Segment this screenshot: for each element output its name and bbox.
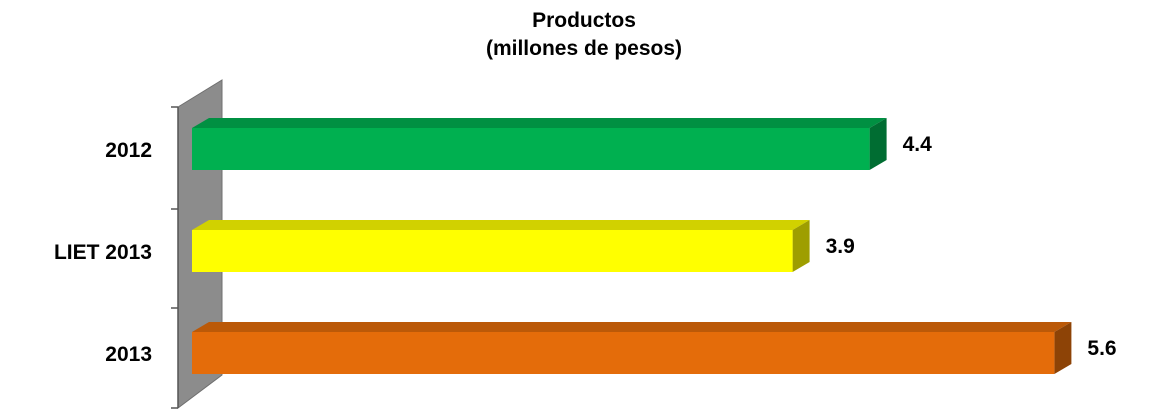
category-label: LIET 2013 bbox=[54, 241, 152, 264]
bar-front-face bbox=[192, 128, 870, 170]
labels: 2012 4.4 LIET 2013 3.9 2013 5.6 bbox=[54, 133, 1117, 366]
bar-side-face bbox=[869, 118, 887, 170]
chart-title: Productos bbox=[532, 9, 636, 32]
data-label: 3.9 bbox=[826, 235, 855, 258]
bar-side-face bbox=[1054, 322, 1072, 374]
bar-top-face bbox=[192, 118, 887, 128]
bar-front-face bbox=[192, 230, 793, 272]
axis-ticks bbox=[171, 106, 178, 409]
chart-subtitle: (millones de pesos) bbox=[486, 37, 682, 60]
bar-side-face bbox=[792, 220, 810, 272]
bar-liet-2013 bbox=[192, 220, 810, 272]
bar-top-face bbox=[192, 220, 810, 230]
bar-top-face bbox=[192, 322, 1072, 332]
category-label: 2013 bbox=[105, 343, 152, 366]
bar-front-face bbox=[192, 332, 1055, 374]
bar-2013 bbox=[192, 322, 1072, 374]
data-label: 4.4 bbox=[903, 133, 933, 156]
category-label: 2012 bbox=[105, 139, 152, 162]
bar-2012 bbox=[192, 118, 887, 170]
bars bbox=[192, 118, 1072, 374]
data-label: 5.6 bbox=[1087, 337, 1116, 360]
